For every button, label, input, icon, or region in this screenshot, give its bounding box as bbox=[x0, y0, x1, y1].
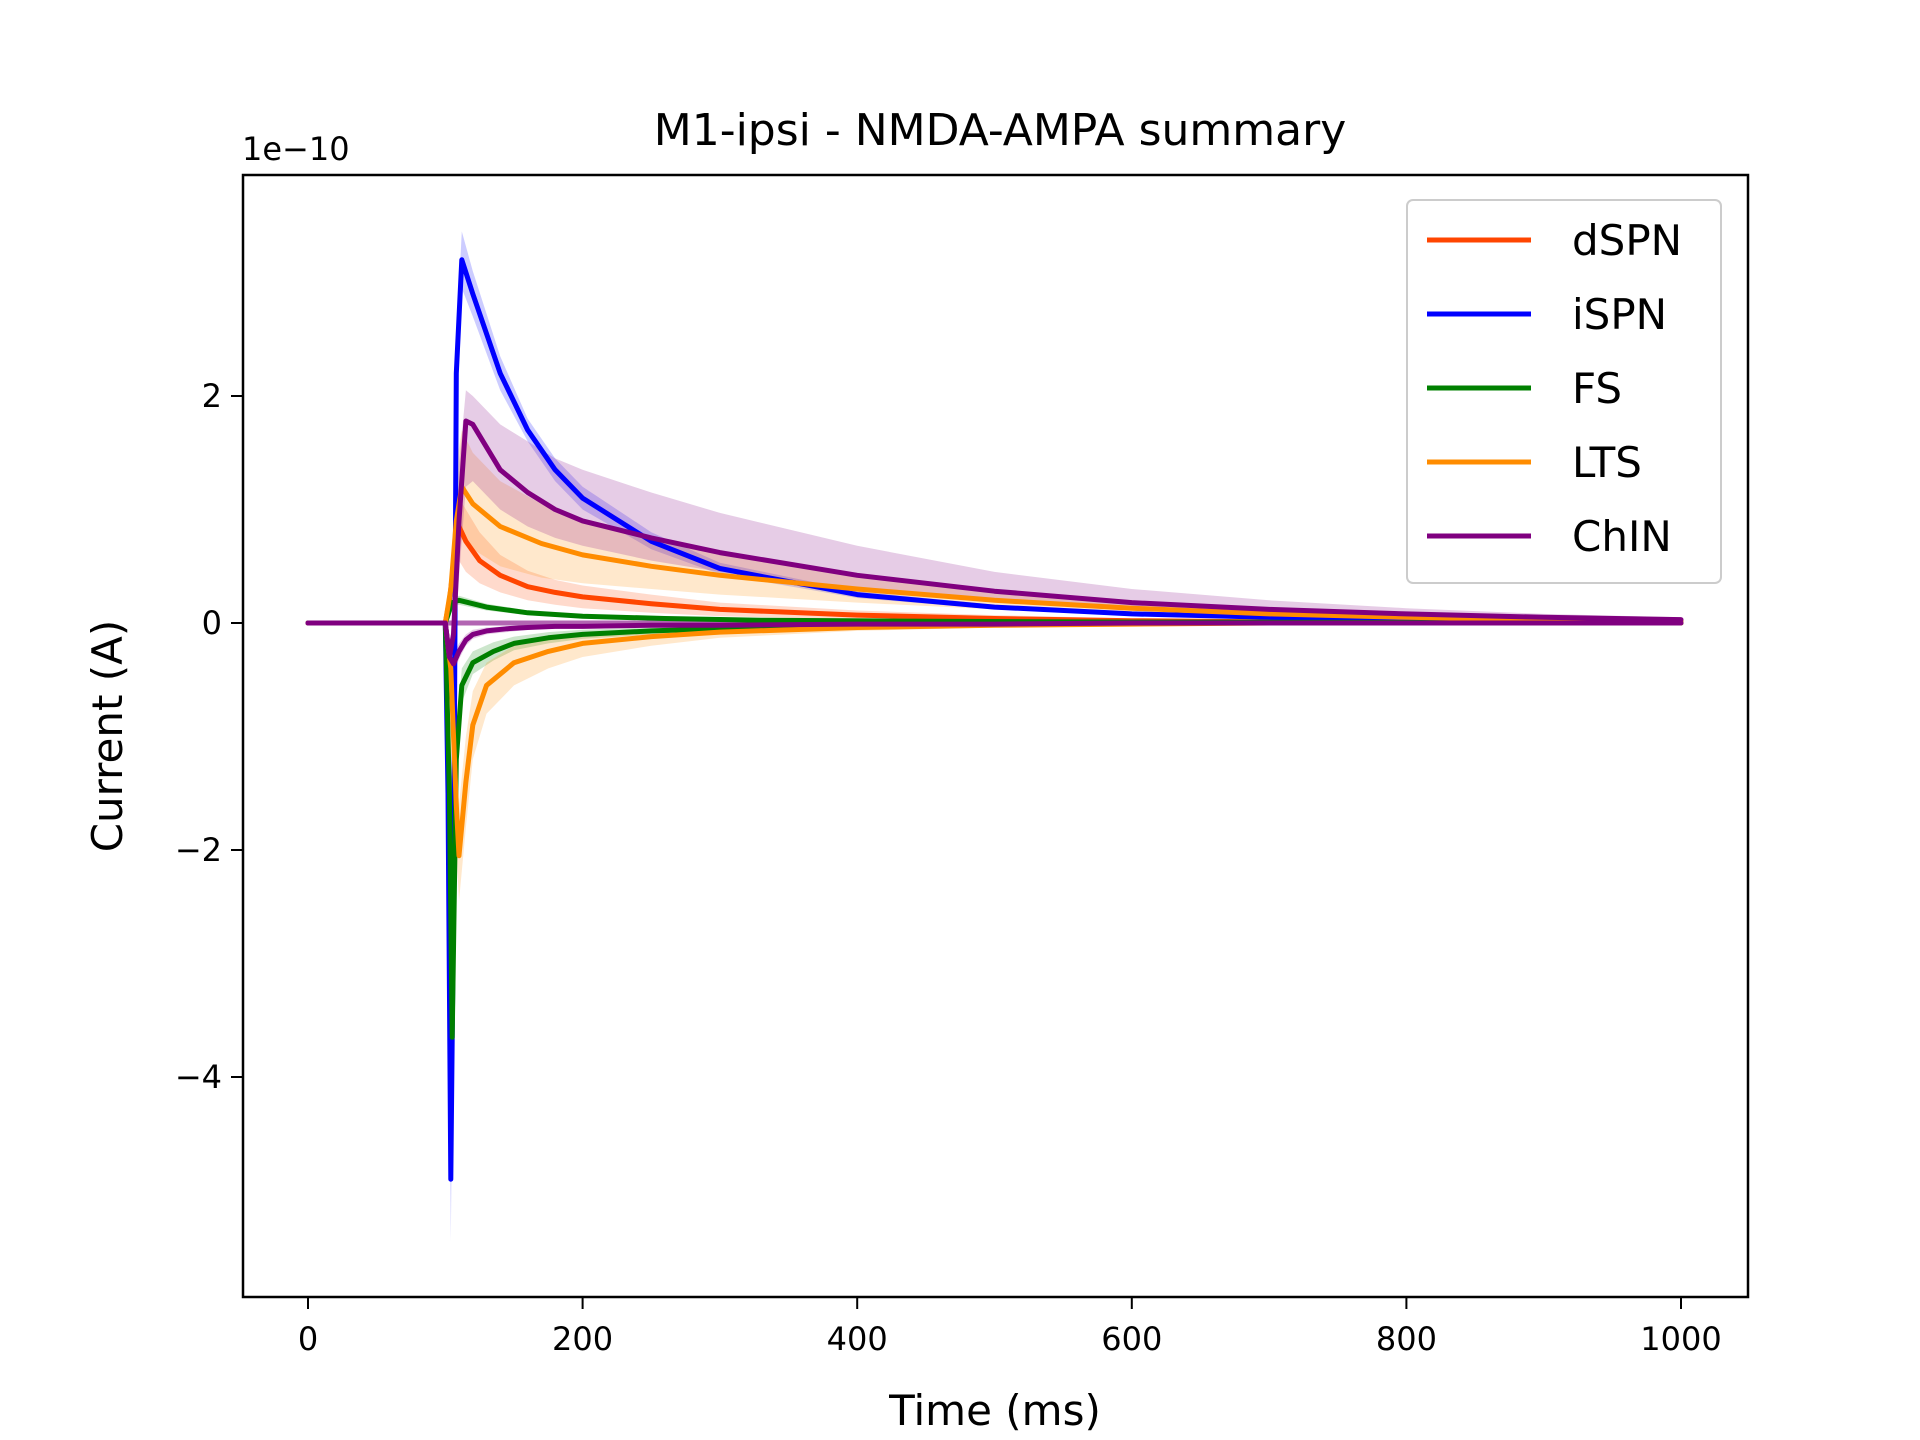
legend-box bbox=[1406, 199, 1722, 584]
x-tick-label: 1000 bbox=[1640, 1320, 1721, 1358]
legend-item-fs: FS bbox=[1427, 364, 1622, 413]
band-lts-positive bbox=[308, 430, 1681, 623]
plot-frame bbox=[241, 173, 1750, 1299]
legend-label: ChIN bbox=[1572, 512, 1672, 561]
legend-label: FS bbox=[1572, 364, 1622, 413]
confidence-bands bbox=[308, 231, 1681, 1242]
y-tick-label: 2 bbox=[202, 377, 222, 415]
legend: dSPN iSPN FS LTS ChIN bbox=[1406, 199, 1722, 584]
y-tick-label: 0 bbox=[202, 604, 222, 642]
y-tick-label: −4 bbox=[175, 1058, 222, 1096]
x-tick-label: 600 bbox=[1101, 1320, 1162, 1358]
series-line-chin-negative bbox=[305, 620, 1684, 667]
series-lines bbox=[305, 257, 1684, 1182]
legend-label: LTS bbox=[1572, 438, 1642, 487]
x-tick-label: 200 bbox=[552, 1320, 613, 1358]
legend-item-dspn: dSPN bbox=[1427, 216, 1682, 265]
x-tick-label: 400 bbox=[827, 1320, 888, 1358]
series-line-ispn bbox=[305, 257, 1684, 1182]
legend-item-lts: LTS bbox=[1427, 438, 1642, 487]
series-line-lts-positive bbox=[305, 484, 1684, 626]
legend-label: dSPN bbox=[1572, 216, 1682, 265]
x-tick-label: 0 bbox=[298, 1320, 318, 1358]
band-chin bbox=[308, 390, 1681, 669]
legend-label: iSPN bbox=[1572, 290, 1667, 339]
legend-item-chin: ChIN bbox=[1427, 512, 1672, 561]
series-line-chin bbox=[305, 418, 1684, 660]
y-axis-title: Current (A) bbox=[83, 620, 132, 853]
legend-item-ispn: iSPN bbox=[1427, 290, 1667, 339]
y-axis: 2 0 −2 −4 bbox=[175, 377, 243, 1096]
y-tick-label: −2 bbox=[175, 831, 222, 869]
x-tick-label: 800 bbox=[1376, 1320, 1437, 1358]
x-axis: 0 200 400 600 800 1000 bbox=[298, 1297, 1722, 1358]
y-offset-label: 1e−10 bbox=[242, 130, 350, 168]
x-axis-title: Time (ms) bbox=[888, 1386, 1101, 1435]
chart-title: M1-ipsi - NMDA-AMPA summary bbox=[654, 105, 1347, 156]
